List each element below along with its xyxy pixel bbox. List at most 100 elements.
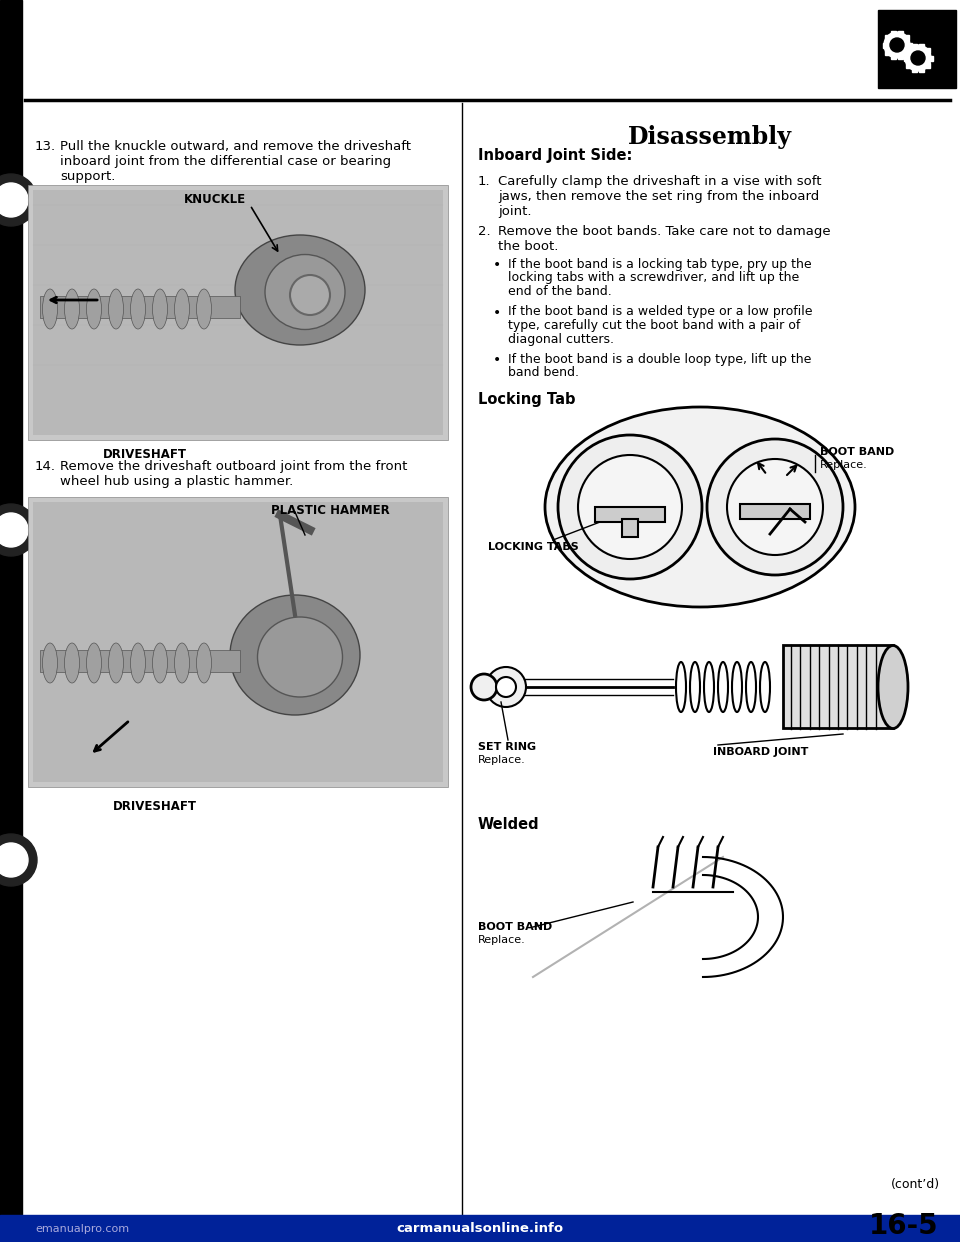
Text: end of the band.: end of the band. (508, 284, 612, 298)
Text: band bend.: band bend. (508, 366, 579, 380)
Text: (cont’d): (cont’d) (891, 1177, 940, 1191)
Bar (595, 507, 665, 522)
Text: LOCKING TABS: LOCKING TABS (488, 542, 579, 551)
Circle shape (496, 677, 516, 697)
Text: DRIVESHAFT: DRIVESHAFT (113, 800, 197, 814)
Text: inboard joint from the differential case or bearing: inboard joint from the differential case… (60, 155, 391, 168)
Bar (622, 519, 638, 537)
Ellipse shape (42, 289, 58, 329)
Text: If the boot band is a double loop type, lift up the: If the boot band is a double loop type, … (508, 353, 811, 366)
Text: INBOARD JOINT: INBOARD JOINT (713, 746, 808, 758)
Bar (920, 67, 924, 72)
Bar (40, 650, 240, 672)
Bar (28, 497, 448, 787)
Circle shape (0, 504, 37, 556)
Bar (925, 48, 930, 53)
Text: emanualpro.com: emanualpro.com (35, 1225, 130, 1235)
Ellipse shape (108, 643, 124, 683)
Text: locking tabs with a screwdriver, and lift up the: locking tabs with a screwdriver, and lif… (508, 272, 800, 284)
Ellipse shape (153, 289, 167, 329)
Ellipse shape (42, 643, 58, 683)
Bar (899, 53, 903, 58)
Text: Inboard Joint Side:: Inboard Joint Side: (478, 148, 633, 163)
Text: Pull the knuckle outward, and remove the driveshaft: Pull the knuckle outward, and remove the… (60, 140, 411, 153)
Ellipse shape (175, 289, 189, 329)
Circle shape (884, 32, 910, 58)
Text: BOOT BAND: BOOT BAND (820, 447, 895, 457)
Circle shape (0, 843, 28, 877)
Text: support.: support. (60, 170, 115, 183)
Circle shape (911, 51, 925, 65)
Ellipse shape (131, 643, 146, 683)
Circle shape (0, 183, 28, 217)
Ellipse shape (108, 289, 124, 329)
Text: Replace.: Replace. (478, 755, 526, 765)
Text: the boot.: the boot. (498, 240, 559, 253)
Text: wheel hub using a plastic hammer.: wheel hub using a plastic hammer. (60, 474, 293, 488)
Circle shape (727, 460, 823, 555)
Bar (891, 53, 896, 58)
Circle shape (486, 667, 526, 707)
Text: joint.: joint. (498, 205, 532, 219)
Bar (904, 50, 909, 55)
Text: •: • (493, 353, 501, 366)
Ellipse shape (131, 289, 146, 329)
Text: Disassembly: Disassembly (628, 125, 792, 149)
Ellipse shape (175, 643, 189, 683)
Ellipse shape (153, 643, 167, 683)
Text: 1.: 1. (478, 175, 491, 188)
Text: type, carefully cut the boot band with a pair of: type, carefully cut the boot band with a… (508, 319, 801, 332)
Text: 13.: 13. (35, 140, 56, 153)
Text: •: • (493, 306, 501, 319)
Text: jaws, then remove the set ring from the inboard: jaws, then remove the set ring from the … (498, 190, 819, 202)
Circle shape (905, 45, 931, 71)
Bar (33, 190, 443, 435)
Bar (740, 504, 810, 519)
Ellipse shape (64, 289, 80, 329)
Bar (882, 42, 887, 47)
Circle shape (707, 438, 843, 575)
Ellipse shape (265, 255, 345, 329)
Circle shape (558, 435, 702, 579)
Text: 16-5: 16-5 (869, 1212, 938, 1240)
Bar (906, 62, 911, 67)
Ellipse shape (64, 643, 80, 683)
Text: SET RING: SET RING (478, 741, 536, 751)
Ellipse shape (86, 643, 102, 683)
Circle shape (471, 674, 497, 700)
Circle shape (0, 833, 37, 886)
Bar (920, 43, 924, 50)
Text: Remove the boot bands. Take care not to damage: Remove the boot bands. Take care not to … (498, 225, 830, 238)
Bar (927, 56, 932, 61)
Bar (899, 31, 903, 36)
Text: Remove the driveshaft outboard joint from the front: Remove the driveshaft outboard joint fro… (60, 460, 407, 473)
Bar (925, 62, 930, 67)
Text: diagonal cutters.: diagonal cutters. (508, 333, 614, 345)
Circle shape (0, 513, 28, 546)
Text: DRIVESHAFT: DRIVESHAFT (103, 448, 187, 461)
Bar (885, 36, 890, 41)
Text: Replace.: Replace. (478, 935, 526, 945)
Text: If the boot band is a locking tab type, pry up the: If the boot band is a locking tab type, … (508, 258, 811, 271)
Bar (28, 185, 448, 440)
Bar (891, 31, 896, 36)
Text: 2.: 2. (478, 225, 491, 238)
Bar (0, 0, 22, 1242)
Text: carmanualsonline.info: carmanualsonline.info (396, 1222, 564, 1236)
Bar (40, 296, 240, 318)
Text: KNUCKLE: KNUCKLE (184, 193, 246, 206)
Bar (912, 43, 917, 50)
Ellipse shape (878, 646, 908, 729)
Ellipse shape (545, 407, 855, 607)
Text: Carefully clamp the driveshaft in a vise with soft: Carefully clamp the driveshaft in a vise… (498, 175, 822, 188)
Text: BOOT BAND: BOOT BAND (478, 922, 552, 932)
Bar (906, 48, 911, 53)
Circle shape (578, 455, 682, 559)
Text: Welded: Welded (478, 817, 540, 832)
Bar (906, 42, 911, 47)
Ellipse shape (235, 235, 365, 345)
Text: 14.: 14. (35, 460, 56, 473)
Circle shape (890, 39, 904, 52)
Circle shape (0, 174, 37, 226)
Bar (783, 645, 893, 728)
